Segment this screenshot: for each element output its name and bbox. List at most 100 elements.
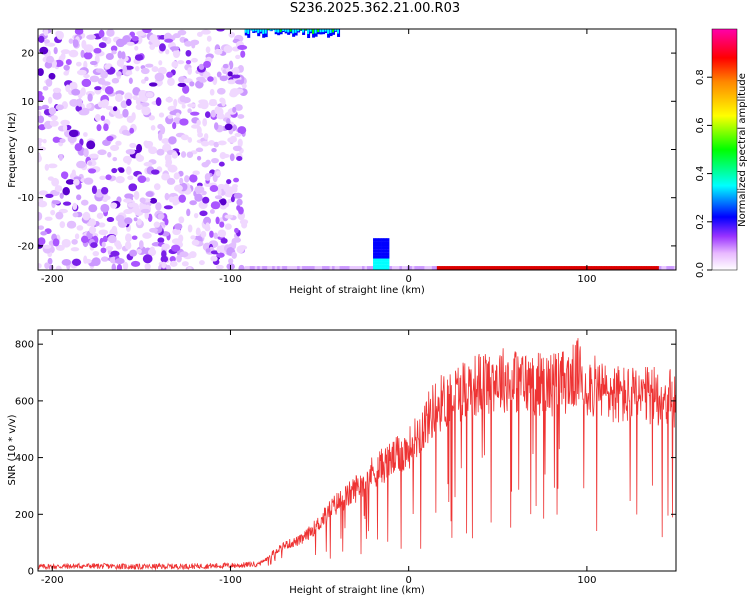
heatmap-cell: [148, 146, 158, 155]
heatmap-cell: [105, 105, 114, 110]
heatmap-cell: [357, 266, 360, 270]
heatmap-cell: [479, 266, 483, 270]
heatmap-cell: [511, 29, 515, 30]
heatmap-cell: [317, 266, 321, 270]
heatmap-cell: [49, 120, 59, 127]
heatmap-cell: [546, 266, 550, 270]
heatmap-cell: [386, 29, 390, 30]
heatmap-cell: [75, 105, 82, 112]
snr-series-line: [38, 338, 676, 571]
heatmap-cell: [658, 29, 662, 30]
heatmap-cell: [38, 35, 45, 43]
heatmap-cell: [65, 179, 75, 185]
heatmap-cell: [41, 104, 49, 110]
heatmap-cell: [55, 265, 62, 270]
heatmap-cell: [489, 29, 493, 30]
heatmap-cell: [653, 266, 657, 270]
heatmap-cell: [167, 114, 173, 119]
heatmap-cell: [38, 110, 42, 117]
heatmap-cell: [504, 29, 508, 30]
heatmap-cell: [378, 261, 382, 265]
heatmap-cell: [213, 232, 218, 239]
heatmap-cell: [277, 29, 281, 30]
heatmap-y-tick: -10: [18, 193, 676, 204]
heatmap-cell: [63, 71, 69, 76]
heatmap-cell: [386, 249, 390, 253]
heatmap-cell: [165, 97, 173, 103]
heatmap-cell: [576, 266, 580, 270]
heatmap-cell: [50, 209, 56, 216]
heatmap-cell: [100, 186, 109, 195]
snr-y-label: SNR (10 * v/v): [7, 414, 18, 485]
heatmap-cell: [436, 266, 440, 270]
heatmap-cell: [264, 29, 267, 34]
heatmap-cell: [466, 266, 470, 270]
heatmap-cell: [208, 100, 218, 107]
heatmap-cell: [104, 86, 114, 95]
heatmap-cell: [189, 174, 198, 183]
heatmap-cell: [409, 29, 413, 30]
heatmap-cell: [294, 29, 297, 33]
heatmap-cell: [596, 29, 600, 30]
heatmap-cell: [126, 41, 135, 46]
heatmap-cell: [257, 29, 261, 30]
heatmap-cell: [529, 266, 533, 270]
heatmap-cell: [161, 138, 171, 144]
heatmap-cell: [187, 103, 196, 108]
heatmap-cell: [376, 29, 380, 30]
heatmap-cell: [62, 186, 70, 196]
heatmap-cell: [55, 104, 64, 111]
heatmap-cell: [559, 29, 563, 30]
heatmap-cell: [227, 71, 233, 77]
heatmap-cell: [352, 29, 356, 30]
heatmap-cell: [329, 266, 333, 270]
heatmap-cell: [202, 196, 210, 204]
heatmap-cell: [375, 252, 379, 256]
heatmap-cell: [201, 140, 210, 147]
heatmap-cell: [599, 266, 603, 270]
heatmap-cell: [111, 77, 120, 84]
heatmap-x-tick-label: 100: [577, 274, 596, 285]
heatmap-cell: [66, 220, 77, 229]
heatmap-cell: [139, 197, 146, 204]
heatmap-cell: [274, 29, 277, 33]
heatmap-cell: [476, 266, 480, 270]
heatmap-cell: [576, 29, 580, 30]
heatmap-cell: [236, 198, 243, 206]
heatmap-cell: [254, 29, 258, 30]
heatmap-cell: [210, 201, 221, 210]
heatmap-cell: [481, 29, 485, 30]
heatmap-cell: [83, 255, 88, 264]
heatmap-cell: [386, 246, 390, 250]
heatmap-cell: [259, 29, 262, 32]
heatmap-cell: [549, 266, 553, 270]
heatmap-cell: [191, 42, 196, 49]
heatmap-cell: [569, 29, 573, 30]
heatmap-cell: [496, 266, 500, 270]
heatmap-cell: [359, 29, 363, 30]
heatmap-cell: [608, 29, 612, 30]
heatmap-cell: [519, 266, 523, 270]
heatmap-cell: [45, 78, 53, 87]
heatmap-cell: [539, 29, 543, 30]
heatmap-cell: [110, 144, 120, 152]
heatmap-cell: [173, 98, 178, 108]
heatmap-cell: [198, 63, 205, 70]
heatmap-cell: [148, 248, 157, 257]
heatmap-cell: [47, 163, 58, 169]
heatmap-cell: [381, 264, 385, 268]
heatmap-cell: [94, 86, 102, 91]
heatmap-cell: [252, 266, 256, 270]
heatmap-cell: [631, 29, 635, 30]
heatmap-cell: [172, 33, 181, 39]
heatmap-cell: [76, 225, 84, 231]
heatmap-cell: [594, 29, 598, 30]
heatmap-cell: [307, 266, 311, 270]
heatmap-cell: [167, 77, 175, 87]
heatmap-cell: [342, 266, 346, 270]
heatmap-y-tick-label: 20: [21, 49, 34, 60]
heatmap-cell: [60, 119, 70, 126]
heatmap-cell: [373, 238, 377, 242]
heatmap-cell: [378, 258, 382, 262]
heatmap-cell: [222, 63, 229, 69]
